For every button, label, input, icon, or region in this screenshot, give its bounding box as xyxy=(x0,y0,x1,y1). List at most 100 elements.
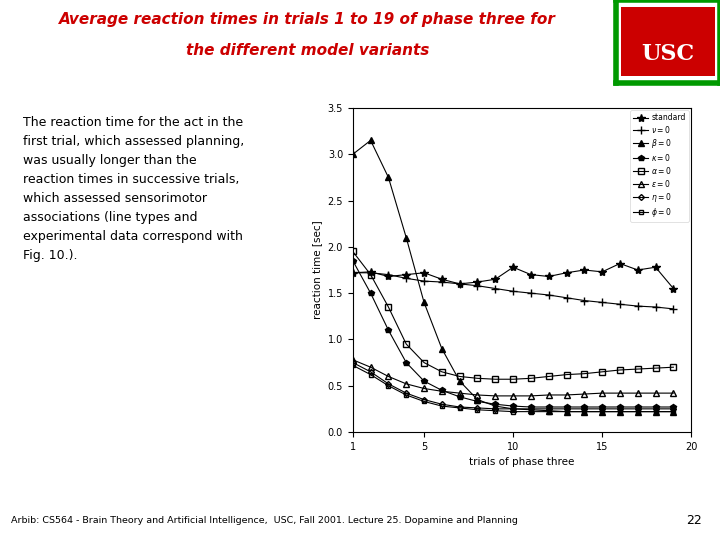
$\varepsilon = 0$ xyxy=(669,390,678,396)
$\beta = 0$ xyxy=(366,137,375,144)
$\varepsilon = 0$ xyxy=(580,391,589,397)
Text: USC: USC xyxy=(642,43,694,65)
$\varepsilon = 0$ xyxy=(366,364,375,370)
standard xyxy=(598,268,606,275)
standard xyxy=(402,272,410,278)
$\kappa = 0$ xyxy=(580,404,589,410)
$\varepsilon = 0$ xyxy=(616,390,624,396)
$\beta = 0$ xyxy=(562,408,571,415)
standard xyxy=(348,269,357,276)
standard xyxy=(491,276,500,282)
$\eta = 0$ xyxy=(526,406,535,412)
$\beta = 0$ xyxy=(616,408,624,415)
$\nu = 0$ xyxy=(384,272,392,278)
Text: Arbib: CS564 - Brain Theory and Artificial Intelligence,  USC, Fall 2001. Lectur: Arbib: CS564 - Brain Theory and Artifici… xyxy=(11,516,518,525)
$\alpha = 0$ xyxy=(384,304,392,310)
$\phi = 0$ xyxy=(438,403,446,409)
$\beta = 0$ xyxy=(473,396,482,403)
$\kappa = 0$ xyxy=(384,327,392,333)
$\kappa = 0$ xyxy=(420,378,428,384)
Line: standard: standard xyxy=(348,259,678,293)
$\eta = 0$ xyxy=(473,404,482,411)
$\nu = 0$ xyxy=(580,298,589,304)
$\varepsilon = 0$ xyxy=(402,381,410,387)
$\kappa = 0$ xyxy=(634,404,642,410)
$\alpha = 0$ xyxy=(366,272,375,278)
$\phi = 0$ xyxy=(669,408,678,415)
$\alpha = 0$ xyxy=(526,375,535,382)
$\varepsilon = 0$ xyxy=(634,390,642,396)
$\varepsilon = 0$ xyxy=(598,390,606,396)
$\alpha = 0$ xyxy=(491,376,500,382)
Line: $\varepsilon = 0$: $\varepsilon = 0$ xyxy=(350,357,676,399)
$\phi = 0$ xyxy=(402,392,410,398)
$\beta = 0$ xyxy=(598,408,606,415)
$\varepsilon = 0$ xyxy=(420,385,428,392)
$\alpha = 0$ xyxy=(562,372,571,378)
$\nu = 0$ xyxy=(402,275,410,281)
$\beta = 0$ xyxy=(384,174,392,181)
$\varepsilon = 0$ xyxy=(526,393,535,399)
$\beta = 0$ xyxy=(580,408,589,415)
$\kappa = 0$ xyxy=(616,404,624,410)
$\phi = 0$ xyxy=(491,408,500,414)
$\varepsilon = 0$ xyxy=(348,356,357,363)
$\kappa = 0$ xyxy=(455,394,464,400)
$\eta = 0$ xyxy=(616,406,624,412)
Line: $\kappa = 0$: $\kappa = 0$ xyxy=(350,258,676,410)
standard xyxy=(616,260,624,267)
$\kappa = 0$ xyxy=(669,404,678,410)
$\nu = 0$ xyxy=(509,288,518,294)
$\phi = 0$ xyxy=(420,398,428,404)
$\alpha = 0$ xyxy=(402,341,410,347)
$\nu = 0$ xyxy=(473,282,482,289)
$\alpha = 0$ xyxy=(634,366,642,372)
standard xyxy=(634,267,642,273)
$\eta = 0$ xyxy=(544,406,553,412)
$\alpha = 0$ xyxy=(580,370,589,377)
$\alpha = 0$ xyxy=(455,373,464,380)
$\kappa = 0$ xyxy=(348,258,357,264)
$\eta = 0$ xyxy=(669,406,678,412)
$\beta = 0$ xyxy=(491,403,500,409)
Line: $\alpha = 0$: $\alpha = 0$ xyxy=(350,249,676,382)
$\eta = 0$ xyxy=(455,404,464,410)
$\varepsilon = 0$ xyxy=(438,388,446,395)
$\eta = 0$ xyxy=(420,396,428,403)
$\varepsilon = 0$ xyxy=(544,392,553,398)
$\eta = 0$ xyxy=(402,390,410,396)
$\eta = 0$ xyxy=(509,406,518,412)
$\beta = 0$ xyxy=(420,299,428,306)
$\nu = 0$ xyxy=(438,279,446,285)
Line: $\phi = 0$: $\phi = 0$ xyxy=(351,363,675,414)
$\eta = 0$ xyxy=(652,406,660,412)
$\varepsilon = 0$ xyxy=(455,390,464,396)
standard xyxy=(438,276,446,282)
$\phi = 0$ xyxy=(562,408,571,415)
Line: $\nu = 0$: $\nu = 0$ xyxy=(348,268,678,313)
standard xyxy=(366,268,375,275)
standard xyxy=(420,269,428,276)
$\kappa = 0$ xyxy=(473,398,482,404)
$\phi = 0$ xyxy=(455,404,464,411)
$\beta = 0$ xyxy=(669,408,678,415)
$\phi = 0$ xyxy=(544,408,553,415)
$\beta = 0$ xyxy=(652,408,660,415)
$\kappa = 0$ xyxy=(366,290,375,296)
$\phi = 0$ xyxy=(598,408,606,415)
$\nu = 0$ xyxy=(634,303,642,309)
standard xyxy=(652,264,660,271)
$\varepsilon = 0$ xyxy=(652,390,660,396)
$\kappa = 0$ xyxy=(491,401,500,408)
$\phi = 0$ xyxy=(526,408,535,415)
$\alpha = 0$ xyxy=(598,369,606,375)
$\varepsilon = 0$ xyxy=(384,373,392,380)
$\alpha = 0$ xyxy=(669,364,678,370)
$\eta = 0$ xyxy=(438,401,446,408)
standard xyxy=(384,273,392,280)
$\phi = 0$ xyxy=(616,408,624,415)
$\alpha = 0$ xyxy=(616,367,624,373)
$\kappa = 0$ xyxy=(598,404,606,410)
$\beta = 0$ xyxy=(544,408,553,414)
$\kappa = 0$ xyxy=(509,403,518,409)
